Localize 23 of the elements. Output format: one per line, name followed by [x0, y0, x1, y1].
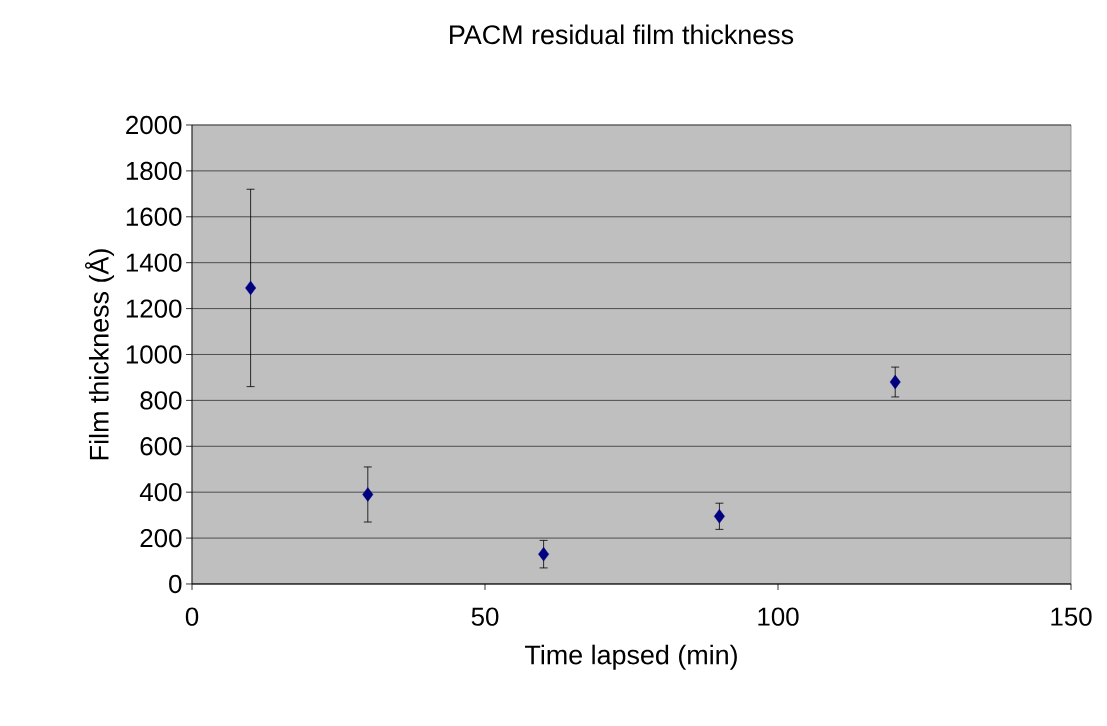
x-tick-label: 150	[1051, 607, 1092, 626]
point	[362, 487, 374, 502]
y-tick-label: 200	[140, 528, 182, 548]
x-tick-label: 0	[185, 607, 199, 626]
y-tick-label: 400	[139, 483, 182, 502]
y-axis-title: Film thickness (Å)	[84, 249, 115, 460]
y-tick-label: 0	[169, 574, 182, 594]
y-tick-label: 1600	[126, 207, 182, 226]
y-tick-label: 800	[140, 391, 182, 410]
x-tick-label: 100	[758, 607, 799, 626]
x-axis-title: Time lapsed (min)	[525, 644, 737, 670]
y-tick-label: 1200	[126, 299, 182, 318]
y-tick-label: 1800	[126, 161, 182, 181]
y-tick-label: 600	[140, 437, 182, 456]
point	[245, 280, 257, 296]
y-tick-label: 1000	[126, 345, 182, 364]
point	[538, 546, 550, 562]
point	[889, 374, 901, 390]
x-tick-label: 50	[471, 607, 499, 626]
chart-title: PACM residual film thickness	[450, 24, 794, 45]
y-tick-label: 1400	[126, 253, 182, 272]
y-tick-label: 2000	[126, 115, 182, 135]
point	[713, 509, 725, 524]
